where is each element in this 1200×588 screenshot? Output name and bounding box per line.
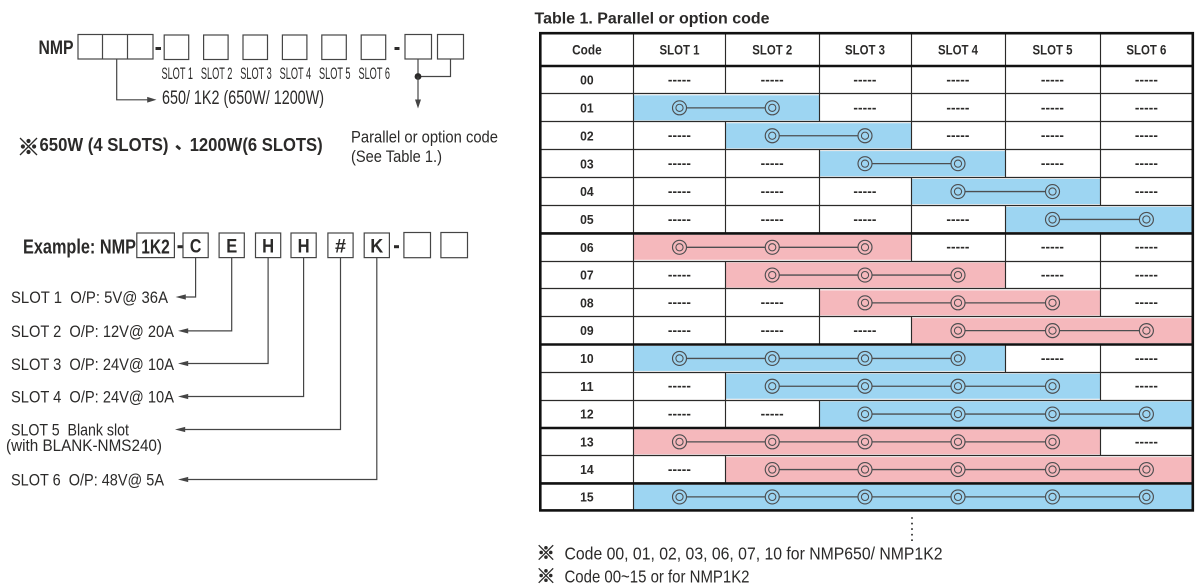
svg-text:-----: -----	[668, 323, 691, 338]
svg-text:-----: -----	[853, 100, 876, 115]
svg-text:00: 00	[580, 73, 594, 88]
svg-text:650W (4 SLOTS): 650W (4 SLOTS)	[40, 135, 169, 155]
svg-text:C: C	[190, 236, 202, 257]
svg-text:Parallel or option code: Parallel or option code	[351, 128, 498, 147]
svg-text:-----: -----	[1135, 295, 1158, 310]
svg-text:11: 11	[580, 379, 594, 394]
svg-text:SLOT 2: SLOT 2	[752, 42, 792, 57]
svg-text:-----: -----	[853, 212, 876, 227]
svg-text:650/ 1K2 (650W/ 1200W): 650/ 1K2 (650W/ 1200W)	[162, 88, 324, 109]
svg-text:-----: -----	[946, 240, 969, 255]
svg-text:#: #	[335, 236, 346, 257]
svg-text:SLOT 4: SLOT 4	[280, 64, 312, 83]
svg-text:SLOT 1: SLOT 1	[161, 64, 193, 83]
svg-text:SLOT 2 O/P: 12V@ 20A: SLOT 2 O/P: 12V@ 20A	[11, 322, 175, 341]
svg-text:-----: -----	[946, 128, 969, 143]
svg-text:E: E	[226, 236, 237, 257]
svg-text:SLOT 5: SLOT 5	[319, 64, 351, 83]
svg-text:-----: -----	[1135, 267, 1158, 282]
svg-text:15: 15	[580, 490, 594, 505]
svg-text:08: 08	[580, 295, 594, 310]
svg-text:(with BLANK-NMS240): (with BLANK-NMS240)	[6, 436, 162, 455]
svg-text:-----: -----	[1135, 100, 1158, 115]
svg-text:Code 00, 01, 02, 03, 06, 07, 1: Code 00, 01, 02, 03, 06, 07, 10 for NMP6…	[565, 543, 943, 563]
svg-text:K: K	[370, 236, 383, 257]
svg-text:12: 12	[580, 407, 594, 422]
svg-text:06: 06	[580, 240, 594, 255]
svg-text:-----: -----	[1041, 267, 1064, 282]
svg-text:-----: -----	[668, 462, 691, 477]
svg-text:-----: -----	[1041, 351, 1064, 366]
svg-text:-----: -----	[668, 184, 691, 199]
svg-text:-----: -----	[1135, 434, 1158, 449]
svg-text:SLOT 6: SLOT 6	[1126, 42, 1166, 57]
svg-text:-----: -----	[1041, 240, 1064, 255]
svg-text:SLOT 4 O/P: 24V@ 10A: SLOT 4 O/P: 24V@ 10A	[11, 388, 175, 407]
svg-text:1K2: 1K2	[141, 236, 170, 258]
svg-text:SLOT 5 Blank slot: SLOT 5 Blank slot	[11, 420, 129, 439]
svg-text:-----: -----	[1041, 72, 1064, 87]
svg-text:SLOT 3 O/P: 24V@ 10A: SLOT 3 O/P: 24V@ 10A	[11, 355, 175, 374]
svg-text:-----: -----	[1135, 379, 1158, 394]
svg-text:14: 14	[580, 462, 594, 477]
svg-text:-----: -----	[946, 212, 969, 227]
svg-text:H: H	[298, 236, 310, 257]
svg-text:SLOT 1 O/P: 5V@ 36A: SLOT 1 O/P: 5V@ 36A	[11, 288, 169, 307]
svg-text:-----: -----	[1135, 156, 1158, 171]
svg-text:-----: -----	[761, 406, 784, 421]
svg-text:-----: -----	[1135, 184, 1158, 199]
svg-text:07: 07	[580, 268, 594, 283]
svg-text:SLOT 6: SLOT 6	[358, 64, 390, 83]
svg-text:03: 03	[580, 156, 594, 171]
svg-text:05: 05	[580, 212, 594, 227]
svg-text:-----: -----	[761, 212, 784, 227]
svg-text:(See Table 1.): (See Table 1.)	[351, 147, 442, 166]
svg-text:SLOT 5: SLOT 5	[1033, 42, 1073, 57]
svg-text:-----: -----	[761, 72, 784, 87]
svg-text:-----: -----	[946, 72, 969, 87]
svg-text:-----: -----	[761, 295, 784, 310]
svg-text:SLOT 3: SLOT 3	[845, 42, 885, 57]
svg-text:-----: -----	[668, 267, 691, 282]
svg-text:09: 09	[580, 323, 594, 338]
svg-text:Code 00~15 or for NMP1K2: Code 00~15 or for NMP1K2	[565, 566, 750, 586]
svg-text:SLOT 1: SLOT 1	[660, 42, 700, 57]
svg-text:1200W(6 SLOTS): 1200W(6 SLOTS)	[190, 135, 323, 155]
svg-text:01: 01	[580, 100, 594, 115]
svg-text:-----: -----	[668, 128, 691, 143]
svg-text:-----: -----	[853, 323, 876, 338]
svg-text:04: 04	[580, 184, 594, 199]
svg-text:10: 10	[580, 351, 594, 366]
svg-text:13: 13	[580, 434, 594, 449]
svg-text:-----: -----	[1041, 100, 1064, 115]
svg-text:NMP: NMP	[39, 37, 74, 59]
svg-text:-----: -----	[761, 323, 784, 338]
svg-text:-----: -----	[668, 72, 691, 87]
svg-text:SLOT 2: SLOT 2	[201, 64, 233, 83]
svg-text:02: 02	[580, 128, 594, 143]
svg-text:-----: -----	[853, 72, 876, 87]
svg-text:-----: -----	[946, 100, 969, 115]
svg-text:-----: -----	[761, 184, 784, 199]
svg-text:-----: -----	[1041, 156, 1064, 171]
svg-text:-----: -----	[1135, 72, 1158, 87]
svg-text:-----: -----	[1135, 128, 1158, 143]
svg-text:-----: -----	[668, 212, 691, 227]
svg-text:-----: -----	[761, 156, 784, 171]
svg-text:-----: -----	[1041, 128, 1064, 143]
svg-text:-----: -----	[668, 379, 691, 394]
svg-text:Example: NMP: Example: NMP	[23, 236, 136, 258]
svg-text:H: H	[262, 236, 274, 257]
svg-text:Table 1. Parallel or option co: Table 1. Parallel or option code	[535, 10, 770, 27]
svg-text:-----: -----	[1135, 351, 1158, 366]
svg-text:-----: -----	[853, 184, 876, 199]
svg-text:-----: -----	[668, 295, 691, 310]
svg-text:-----: -----	[668, 406, 691, 421]
svg-text:-----: -----	[668, 156, 691, 171]
svg-text:Code: Code	[572, 42, 602, 57]
svg-text:SLOT 3: SLOT 3	[240, 64, 272, 83]
svg-text:-----: -----	[1135, 240, 1158, 255]
svg-text:SLOT 4: SLOT 4	[938, 42, 978, 57]
svg-text:SLOT 6 O/P: 48V@ 5A: SLOT 6 O/P: 48V@ 5A	[11, 471, 165, 490]
